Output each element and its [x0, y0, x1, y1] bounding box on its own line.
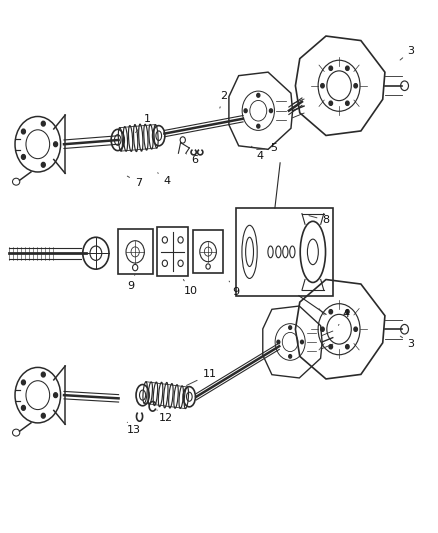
Bar: [157, 227, 188, 276]
Circle shape: [244, 109, 247, 112]
Text: 1: 1: [136, 114, 151, 133]
Circle shape: [329, 66, 332, 70]
Circle shape: [354, 84, 357, 88]
Circle shape: [21, 406, 25, 410]
Circle shape: [289, 326, 292, 329]
Circle shape: [21, 155, 25, 159]
Circle shape: [329, 310, 332, 314]
Circle shape: [41, 163, 45, 167]
Circle shape: [354, 327, 357, 332]
Text: 8: 8: [309, 215, 329, 225]
Text: 3: 3: [400, 46, 415, 60]
Bar: [237, 208, 332, 296]
Text: 13: 13: [127, 422, 141, 435]
Circle shape: [53, 142, 57, 147]
Bar: [118, 229, 152, 274]
Circle shape: [289, 354, 292, 358]
Text: 5: 5: [257, 143, 277, 154]
Text: 4: 4: [251, 146, 264, 161]
Circle shape: [269, 109, 272, 112]
Circle shape: [21, 380, 25, 385]
Text: 12: 12: [157, 410, 173, 423]
Circle shape: [277, 340, 280, 344]
Circle shape: [53, 393, 57, 398]
Circle shape: [321, 84, 324, 88]
Text: 10: 10: [184, 279, 198, 296]
Text: 7: 7: [127, 176, 142, 188]
Text: 4: 4: [339, 309, 349, 325]
Circle shape: [346, 66, 349, 70]
Circle shape: [346, 345, 349, 349]
Circle shape: [41, 414, 45, 418]
Bar: [193, 230, 223, 273]
Text: 9: 9: [127, 274, 135, 290]
Circle shape: [257, 93, 260, 97]
Circle shape: [346, 101, 349, 106]
Circle shape: [41, 121, 45, 126]
Circle shape: [300, 340, 304, 344]
Circle shape: [329, 101, 332, 106]
Text: 11: 11: [187, 369, 216, 385]
Circle shape: [321, 327, 324, 332]
Circle shape: [21, 129, 25, 134]
Circle shape: [41, 372, 45, 377]
Circle shape: [257, 124, 260, 128]
Text: 4: 4: [158, 173, 170, 187]
Text: 2: 2: [220, 91, 227, 108]
Circle shape: [329, 345, 332, 349]
Text: 3: 3: [400, 336, 415, 349]
Text: 9: 9: [229, 281, 239, 297]
Circle shape: [346, 310, 349, 314]
Text: 6: 6: [186, 154, 198, 165]
